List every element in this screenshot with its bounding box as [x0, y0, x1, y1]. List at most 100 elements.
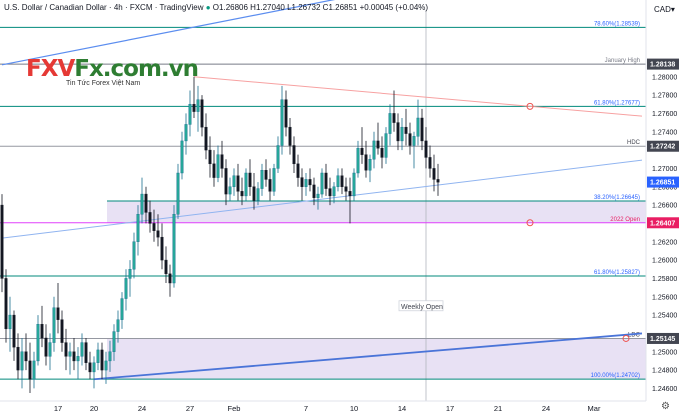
candle-body	[164, 259, 168, 275]
candle-body	[208, 149, 212, 165]
candle-body	[0, 204, 4, 279]
y-tick-label-9: 1.25800	[652, 276, 677, 283]
y-tick-label-3: 1.27400	[652, 129, 677, 136]
candle-body	[100, 349, 104, 371]
candle-body	[432, 168, 436, 180]
candle-body	[296, 163, 300, 178]
price-tag-3	[647, 217, 679, 229]
chart-header: U.S. Dollar / Canadian Dollar · 4h · FXC…	[4, 3, 428, 12]
x-tick-label-10: 24	[542, 404, 550, 413]
candle-body	[140, 193, 144, 215]
x-tick-label-8: 17	[446, 404, 454, 413]
candle-body	[176, 172, 180, 215]
candle-body	[228, 186, 232, 195]
candle-body	[20, 351, 24, 371]
x-tick-label-6: 10	[350, 404, 358, 413]
price-tag-2	[647, 176, 679, 188]
candle-body	[148, 212, 152, 224]
candle-body	[380, 148, 384, 158]
price-tag-label-0: 1.28138	[650, 62, 675, 69]
x-tick-label-0: 17	[54, 404, 62, 413]
y-tick-label-0: 1.28000	[652, 74, 677, 81]
time-axis[interactable]	[0, 401, 646, 415]
marker-ldc	[622, 334, 630, 342]
candle-body	[204, 126, 208, 151]
candle-body	[4, 278, 8, 330]
candle-body	[300, 177, 304, 187]
candle-body	[316, 193, 320, 198]
x-tick-label-1: 20	[90, 404, 98, 413]
candle-body	[36, 324, 40, 362]
candle-body	[340, 175, 344, 187]
annotation-box	[398, 300, 444, 312]
candle-body	[220, 154, 224, 169]
candle-body	[136, 214, 140, 242]
candle-body	[60, 319, 64, 343]
candle-body	[424, 140, 428, 158]
y-tick-label-13: 1.24800	[652, 368, 677, 375]
candle-body	[264, 170, 268, 180]
candle-body	[56, 307, 60, 320]
symbol-title: U.S. Dollar / Canadian Dollar · 4h · FXC…	[4, 3, 204, 12]
level-label-2: 61.80%(1.27677)	[594, 100, 640, 106]
candle-body	[64, 342, 68, 357]
y-tick-label-12: 1.25000	[652, 349, 677, 356]
currency-label: CAD	[654, 5, 671, 14]
annotation-label: Weekly Open	[401, 304, 443, 311]
candle-body	[260, 170, 264, 189]
candle-body	[196, 99, 200, 112]
x-tick-label-3: 27	[186, 404, 194, 413]
logo-tagline: Tin Tức Forex Việt Nam	[66, 80, 141, 87]
logo-brand-prefix: FXV	[26, 56, 75, 82]
x-tick-label-4: Feb	[228, 404, 241, 413]
candle-body	[436, 179, 440, 183]
candle-body	[200, 99, 204, 128]
y-tick-label-7: 1.26200	[652, 239, 677, 246]
candle-body	[84, 342, 88, 363]
currency-selector[interactable]: CAD▾	[654, 5, 675, 14]
candle-body	[388, 113, 392, 134]
x-tick-label-2: 24	[138, 404, 146, 413]
marker-61-8	[526, 102, 534, 110]
candle-body	[76, 356, 80, 362]
zone-1	[107, 338, 646, 380]
candle-body	[412, 136, 416, 146]
level-label-1: January High	[605, 58, 640, 64]
candle-body	[332, 186, 336, 197]
candle-body	[372, 140, 376, 160]
candle-body	[248, 172, 252, 187]
y-tick-label-14: 1.24600	[652, 386, 677, 393]
candle-body	[256, 188, 260, 201]
candle-body	[336, 175, 340, 187]
candle-body	[328, 188, 332, 197]
level-label-0: 78.60%(1.28539)	[594, 21, 640, 27]
price-tag-label-4: 1.25145	[650, 336, 675, 343]
level-label-7: LDC	[628, 332, 641, 338]
price-tag-0	[647, 58, 679, 70]
candle-body	[40, 324, 44, 339]
gear-icon[interactable]: ⚙	[661, 401, 670, 412]
price-tag-label-3: 1.26407	[650, 220, 675, 227]
candle-body	[232, 175, 236, 187]
y-tick-label-11: 1.25400	[652, 313, 677, 320]
candle-body	[352, 172, 356, 197]
level-label-8: 100.00%(1.24702)	[591, 373, 640, 379]
candle-body	[376, 140, 380, 149]
candle-body	[224, 168, 228, 195]
candle-body	[268, 179, 272, 192]
candle-body	[68, 351, 72, 357]
candle-body	[360, 148, 364, 155]
candle-body	[416, 117, 420, 137]
candle-body	[368, 159, 372, 171]
chevron-down-icon: ▾	[670, 5, 675, 14]
candle-body	[348, 191, 352, 197]
candle-body	[120, 298, 124, 320]
candle-body	[44, 337, 48, 357]
candle-body	[272, 168, 276, 192]
candle-body	[128, 269, 132, 279]
candle-body	[304, 179, 308, 187]
candle-body	[408, 133, 412, 146]
candle-body	[96, 349, 100, 363]
price-tag-label-1: 1.27242	[650, 144, 675, 151]
